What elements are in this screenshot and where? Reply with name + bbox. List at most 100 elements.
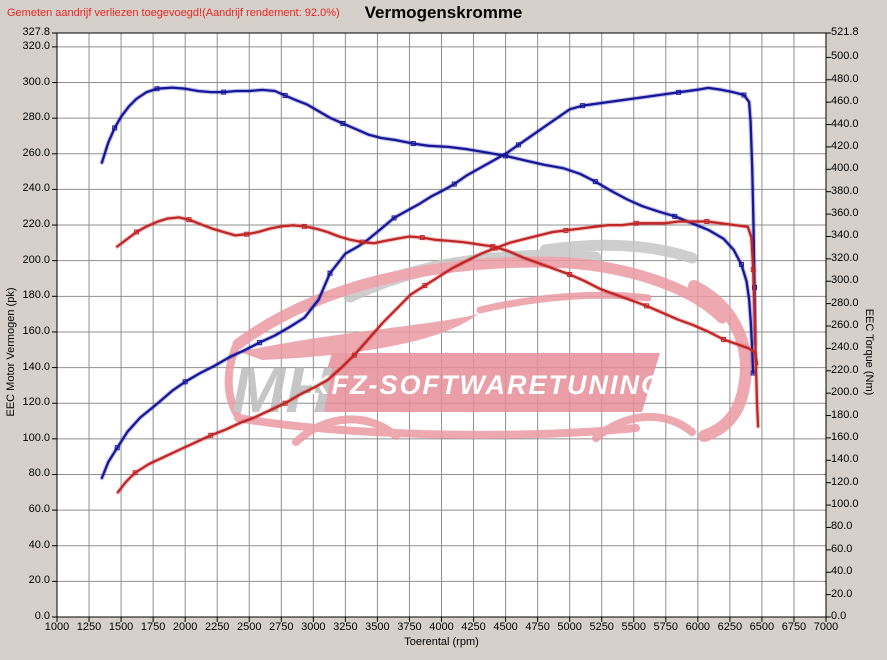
- watermark-mh-text: MH: [232, 354, 333, 426]
- data-point-marker: [515, 142, 521, 148]
- data-point-marker: [741, 92, 747, 98]
- data-point-marker: [208, 432, 214, 438]
- y-left-tick-label: 280.0: [22, 111, 50, 124]
- x-tick-label: 1000: [44, 621, 70, 633]
- y-right-tick-label: 240.0: [831, 341, 859, 354]
- x-tick-label: 4750: [525, 621, 550, 633]
- data-point-marker: [186, 217, 192, 223]
- x-tick-label: 4250: [461, 621, 486, 633]
- data-point-marker: [182, 379, 188, 385]
- x-tick-label: 7000: [813, 621, 839, 633]
- x-tick-label: 5000: [557, 621, 582, 633]
- y-right-tick-label: 460.0: [831, 95, 859, 108]
- tuned-torque-nm-curve: [100, 86, 755, 375]
- data-point-marker: [244, 231, 250, 237]
- data-point-marker: [132, 470, 138, 476]
- x-tick-label: 6000: [685, 621, 711, 633]
- y-right-tick-label: 160.0: [831, 430, 859, 443]
- y-right-tick-label: 480.0: [831, 72, 859, 85]
- data-point-marker: [359, 239, 365, 245]
- data-point-marker: [410, 141, 416, 147]
- original-power-pk-curve: [116, 220, 760, 494]
- y-left-tick-label: 320.0: [22, 39, 50, 52]
- y-right-tick-label: 220.0: [831, 363, 859, 376]
- y-right-tick-label: 140.0: [831, 453, 859, 466]
- data-point-marker: [282, 92, 288, 98]
- y-left-tick-label: 260.0: [22, 146, 50, 159]
- data-point-marker: [282, 400, 288, 406]
- data-point-marker: [503, 153, 509, 159]
- x-tick-label: 6500: [749, 621, 775, 633]
- x-tick-label: 2750: [269, 621, 294, 633]
- y-left-tick-label: 60.0: [28, 503, 50, 516]
- y-right-tick-label: 320.0: [831, 251, 859, 264]
- watermark-banner: [314, 353, 660, 412]
- y-left-tick-label: 0.0: [34, 610, 50, 622]
- data-point-marker: [301, 223, 307, 229]
- y-left-tick-label: 200.0: [22, 253, 50, 266]
- y-left-tick-label: 80.0: [28, 467, 50, 480]
- data-point-marker: [340, 120, 346, 126]
- data-point-marker: [419, 235, 425, 241]
- data-point-marker: [633, 220, 639, 226]
- x-axis-title: Toerental (rpm): [404, 636, 479, 648]
- y-left-tick-label: 160.0: [22, 324, 50, 337]
- x-tick-label: 2250: [204, 621, 230, 633]
- x-tick-label: 6750: [781, 621, 807, 633]
- y-right-tick-label: 420.0: [831, 139, 859, 152]
- original-torque-nm-curve: [116, 216, 759, 366]
- x-tick-label: 4000: [429, 621, 454, 633]
- data-point-marker: [592, 179, 598, 185]
- y-right-tick-label: 20.0: [831, 587, 853, 600]
- data-point-marker: [720, 336, 726, 342]
- y-left-tick-label: 300.0: [22, 75, 50, 88]
- x-tick-label: 3500: [365, 621, 390, 633]
- x-tick-label: 3250: [333, 621, 358, 633]
- y-right-tick-label: 400.0: [831, 162, 859, 175]
- data-point-marker: [563, 227, 569, 233]
- y-right-tick-label: 300.0: [831, 274, 859, 287]
- y-left-tick-label: 327.8: [22, 26, 50, 38]
- y-right-tick-label: 260.0: [831, 319, 859, 331]
- x-tick-label: 5500: [621, 621, 646, 633]
- drivetrain-loss-annotation: Gemeten aandrijf verliezen toegevoegd!(A…: [7, 7, 340, 19]
- y-right-tick-label: 100.0: [831, 498, 859, 511]
- data-point-marker: [579, 103, 585, 109]
- x-tick-label: 5250: [589, 621, 614, 633]
- watermark-logo: MH KFZ-SOFTWARETUNING: [224, 239, 752, 446]
- y-right-tick-label: 0.0: [831, 610, 847, 622]
- data-point-marker: [738, 261, 744, 267]
- y-right-tick-label: 380.0: [831, 184, 859, 197]
- tuned-power-pk-curve: [100, 86, 757, 480]
- y-left-tick-label: 220.0: [22, 218, 50, 231]
- x-tick-label: 1250: [76, 621, 102, 633]
- data-point-marker: [422, 283, 428, 289]
- data-point-marker: [133, 229, 139, 235]
- y-left-tick-label: 140.0: [22, 360, 50, 373]
- data-point-marker: [567, 272, 573, 278]
- data-point-marker: [327, 270, 333, 276]
- x-tick-label: 6250: [717, 621, 743, 633]
- x-tick-label: 3000: [301, 621, 326, 633]
- data-point-marker: [391, 215, 397, 221]
- y-right-tick-label: 120.0: [831, 475, 859, 488]
- data-point-marker: [451, 181, 457, 187]
- y-left-tick-label: 180.0: [22, 289, 50, 302]
- y-right-tick-label: 340.0: [831, 229, 859, 242]
- y-right-tick-label: 180.0: [831, 408, 859, 421]
- data-point-marker: [644, 303, 650, 309]
- x-tick-label: 2000: [172, 621, 198, 633]
- data-point-marker: [257, 340, 263, 346]
- dyno-curves: [99, 85, 761, 495]
- x-tick-label: 1500: [108, 621, 134, 633]
- data-point-marker: [672, 213, 678, 219]
- data-point-marker: [351, 352, 357, 358]
- y-left-tick-label: 100.0: [22, 431, 50, 444]
- y-right-tick-label: 280.0: [831, 296, 859, 309]
- y-left-tick-label: 120.0: [22, 396, 50, 409]
- y-right-tick-label: 440.0: [831, 117, 859, 130]
- data-point-marker: [750, 267, 756, 273]
- data-point-marker: [676, 89, 682, 95]
